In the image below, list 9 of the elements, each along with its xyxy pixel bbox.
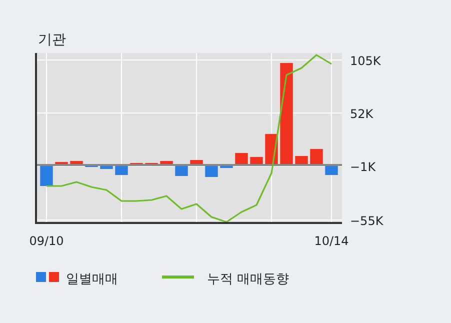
x-tick-label: 10/14	[314, 234, 349, 248]
y-tick-label: −55K	[350, 214, 384, 228]
chart-title: 기관	[38, 32, 66, 48]
y-tick-label: −1K	[350, 160, 377, 174]
legend-label: 누적 매매동향	[207, 272, 290, 287]
y-tick-label: 105K	[350, 54, 382, 68]
y-tick-label: 52K	[350, 107, 374, 121]
legend-label: 일별매매	[66, 272, 118, 287]
x-tick-label: 09/10	[29, 234, 64, 248]
